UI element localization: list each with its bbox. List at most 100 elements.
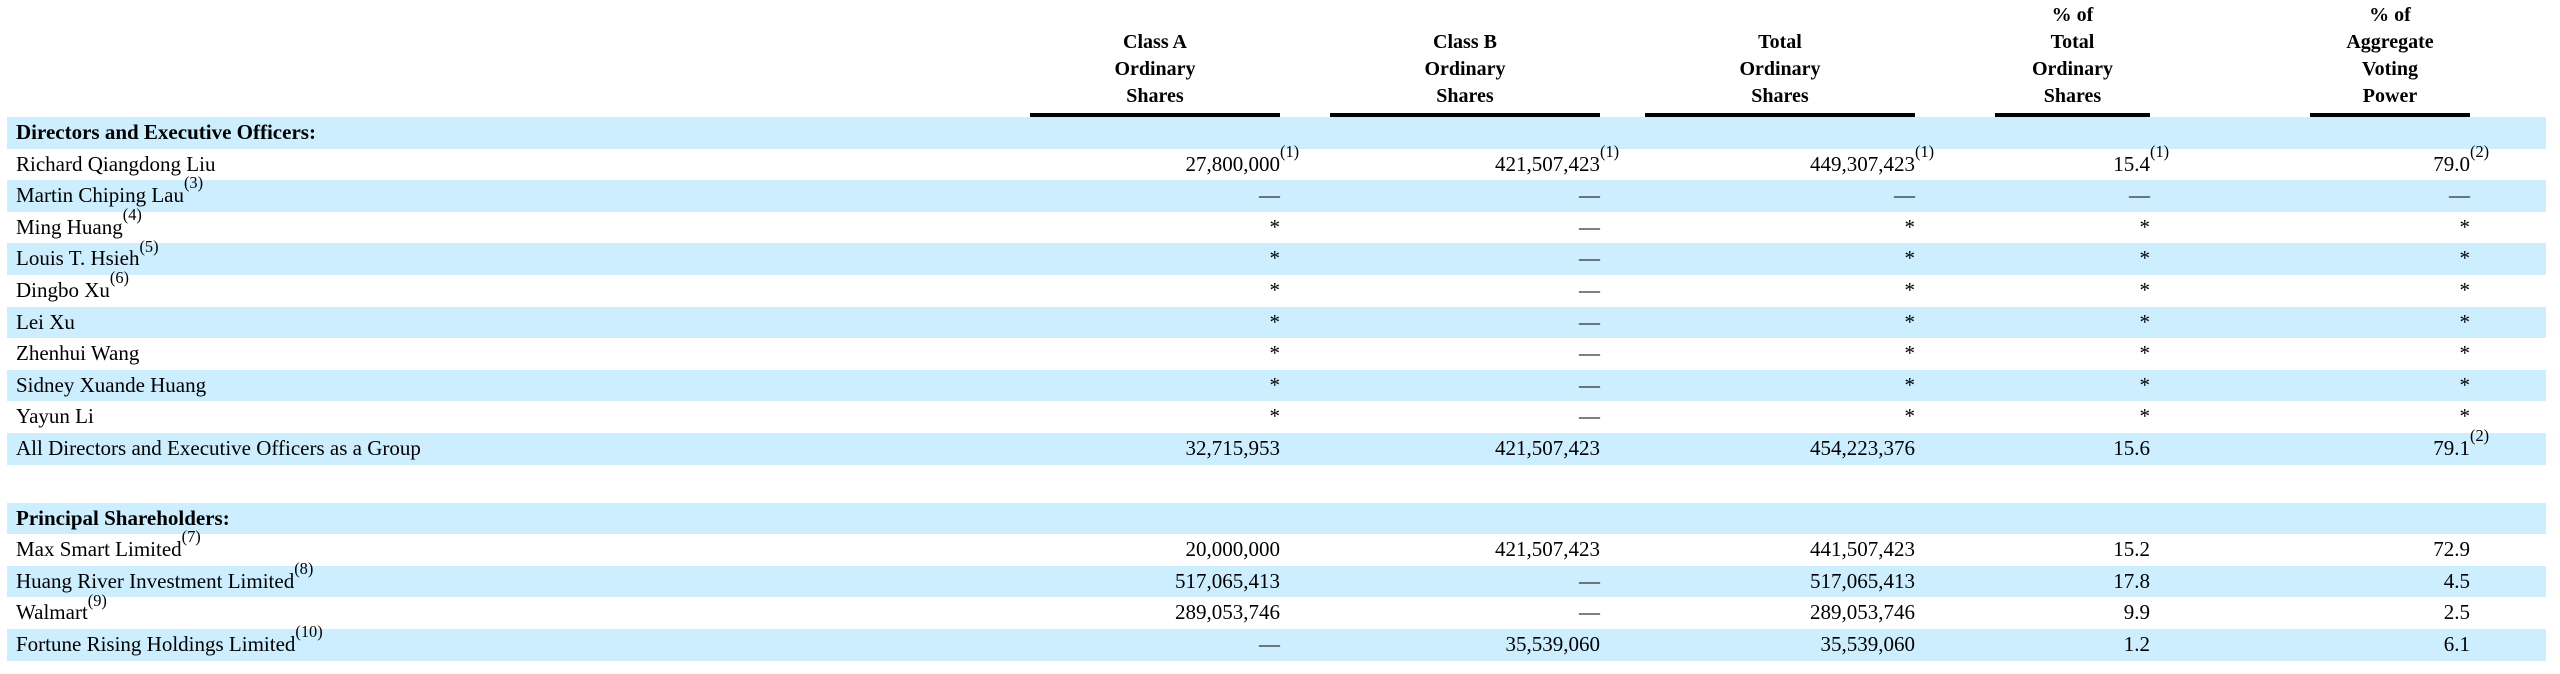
cell-total_shares: 441,507,423 xyxy=(1600,534,1915,566)
cell-class_a_shares: * xyxy=(615,212,1281,244)
header-right-spacer xyxy=(2470,0,2546,117)
row-right-spacer xyxy=(2470,212,2546,244)
section-row: Principal Shareholders: xyxy=(7,502,2546,535)
row-label-cell: Ming Huang(4) xyxy=(7,206,615,244)
table-row: Zhenhui Wang * — * * * xyxy=(7,338,2546,370)
cell-pct_voting_power xyxy=(2150,117,2470,149)
row-label-cell: Zhenhui Wang xyxy=(7,338,615,370)
cell-value: — xyxy=(1579,309,1600,334)
row-right-spacer xyxy=(2470,597,2546,629)
cell-value: * xyxy=(1904,246,1916,271)
row-label: Huang River Investment Limited xyxy=(16,568,295,593)
cell-value: * xyxy=(2459,277,2471,302)
cell-class_a_shares: * xyxy=(615,401,1281,433)
row-label: Martin Chiping Lau xyxy=(16,183,184,208)
cell-value: 27,800,000 xyxy=(1185,151,1281,176)
cell-class_b_shares: 421,507,423 xyxy=(1280,433,1600,465)
cell-value: — xyxy=(2449,183,2470,208)
cell-value: * xyxy=(2139,214,2151,239)
cell-value: 421,507,423 xyxy=(1495,435,1600,460)
cell-value: 17.8 xyxy=(2113,568,2150,593)
cell-value: * xyxy=(2459,372,2471,397)
row-label: Ming Huang xyxy=(16,214,123,239)
cell-value: — xyxy=(1579,183,1600,208)
cell-total_shares: * xyxy=(1600,275,1916,307)
column-header-line: Class A xyxy=(1123,31,1187,53)
cell-pct_total_shares: 17.8 xyxy=(1915,566,2150,598)
cell-total_shares: * xyxy=(1600,401,1916,433)
column-header-block: % of Aggregate Voting Power xyxy=(2310,2,2470,117)
cell-total_shares: 289,053,746 xyxy=(1600,597,1915,629)
cell-value: 9.9 xyxy=(2123,600,2150,625)
cell-value: — xyxy=(1894,183,1915,208)
cell-value: 441,507,423 xyxy=(1810,537,1915,562)
cell-class_b_shares: — xyxy=(1280,212,1600,244)
cell-class_b_shares xyxy=(1280,117,1600,149)
cell-value: — xyxy=(1579,214,1600,239)
cell-total_shares xyxy=(1600,117,1915,149)
cell-value: * xyxy=(2459,341,2471,366)
cell-value: 2.5 xyxy=(2443,600,2470,625)
cell-class_a_shares xyxy=(615,117,1280,149)
cell-pct_total_shares: — xyxy=(1915,180,2150,212)
cell-value: * xyxy=(2139,277,2151,302)
cell-value: — xyxy=(1579,246,1600,271)
column-header-line: Ordinary xyxy=(1424,58,1506,80)
cell-pct_total_shares: * xyxy=(1915,370,2151,402)
cell-value: 517,065,413 xyxy=(1810,568,1915,593)
column-header-line: Aggregate xyxy=(2346,31,2434,53)
beneficial-ownership-table: Class A Ordinary Shares Class B Ordinary Shar… xyxy=(7,0,2546,661)
cell-value: 454,223,376 xyxy=(1810,435,1915,460)
row-label-cell: Dingbo Xu(6) xyxy=(7,270,615,307)
cell-value: — xyxy=(1579,372,1600,397)
cell-class_a_shares: 289,053,746 xyxy=(615,597,1280,629)
cell-value: — xyxy=(1259,183,1280,208)
cell-value: * xyxy=(1269,214,1281,239)
row-label-footnote: (5) xyxy=(139,236,159,256)
cell-value: * xyxy=(1269,309,1281,334)
cell-pct_voting_power: 6.1 xyxy=(2150,629,2470,661)
cell-pct_voting_power: 79.1(2) xyxy=(2433,426,2490,460)
cell-pct_voting_power: 2.5 xyxy=(2150,597,2470,629)
cell-value: — xyxy=(1579,341,1600,366)
cell-value: * xyxy=(2139,372,2151,397)
cell-total_shares xyxy=(1600,503,1915,535)
cell-class_b_shares: — xyxy=(1280,566,1600,598)
table-row: Fortune Rising Holdings Limited(10) — 35,5… xyxy=(7,623,2546,661)
cell-value: * xyxy=(1904,341,1916,366)
cell-class_b_shares: — xyxy=(1280,401,1600,433)
cell-value: * xyxy=(2139,309,2151,334)
row-label-footnote: (7) xyxy=(181,527,201,547)
column-header-line: Ordinary xyxy=(2031,58,2114,80)
cell-pct_voting_power: * xyxy=(2150,307,2471,339)
column-header-total_shares: Total Ordinary Shares xyxy=(1600,0,1915,117)
spacer-cell xyxy=(7,465,2546,503)
cell-total_shares: * xyxy=(1600,307,1916,339)
cell-class_a_shares: * xyxy=(615,307,1281,339)
cell-class_a_shares: * xyxy=(615,370,1281,402)
cell-pct_total_shares xyxy=(1915,117,2150,149)
cell-pct_total_shares: 9.9 xyxy=(1915,597,2150,629)
cell-class_a_shares: — xyxy=(615,629,1280,661)
cell-class_a_shares: 517,065,413 xyxy=(615,566,1280,598)
cell-value: * xyxy=(1904,372,1916,397)
cell-pct_voting_power: 79.0(2) xyxy=(2433,141,2490,176)
row-label-cell: Richard Qiangdong Liu xyxy=(7,149,615,181)
row-right-spacer xyxy=(2470,307,2546,339)
cell-value: * xyxy=(1904,214,1916,239)
row-right-spacer xyxy=(2470,370,2546,402)
table-row: Huang River Investment Limited(8) 517,065… xyxy=(7,560,2546,598)
cell-pct_total_shares: 1.2 xyxy=(1915,629,2150,661)
cell-value: 15.6 xyxy=(2113,435,2150,460)
row-label: Sidney Xuande Huang xyxy=(16,372,207,397)
cell-pct_total_shares: * xyxy=(1915,243,2151,275)
cell-value: * xyxy=(2459,404,2471,429)
cell-value: 1.2 xyxy=(2123,631,2150,656)
cell-value: — xyxy=(1579,568,1600,593)
cell-class_a_shares: 20,000,000 xyxy=(615,534,1281,566)
column-header-line: Shares xyxy=(1751,85,1809,107)
column-header-line: Shares xyxy=(1126,85,1184,107)
cell-class_a_shares: * xyxy=(615,275,1281,307)
cell-value: * xyxy=(2139,246,2151,271)
spacer-row xyxy=(7,464,2546,503)
